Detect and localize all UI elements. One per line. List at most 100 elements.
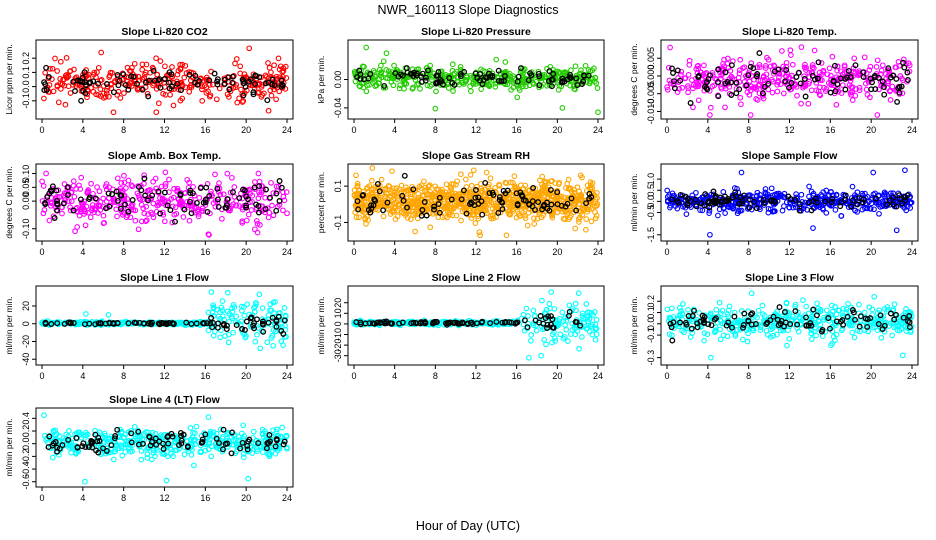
mean-point bbox=[233, 322, 240, 329]
mean-point bbox=[860, 74, 867, 80]
data-point bbox=[798, 191, 805, 198]
mean-point bbox=[82, 90, 89, 97]
data-point bbox=[556, 70, 563, 77]
data-point bbox=[832, 303, 838, 310]
x-tick-label: 16 bbox=[512, 125, 522, 135]
data-point bbox=[46, 217, 53, 224]
data-point bbox=[676, 305, 683, 311]
data-point bbox=[280, 342, 286, 348]
mean-point bbox=[404, 204, 410, 211]
mean-point bbox=[854, 201, 861, 208]
data-point bbox=[251, 309, 258, 315]
mean-point bbox=[374, 181, 381, 187]
data-point bbox=[879, 62, 886, 69]
data-point bbox=[448, 187, 454, 193]
data-point bbox=[73, 74, 80, 81]
mean-point bbox=[384, 199, 391, 206]
data-point bbox=[699, 207, 706, 214]
outlier-point bbox=[559, 105, 566, 111]
mean-point bbox=[146, 77, 153, 84]
y-tick-label: 0.2 bbox=[21, 52, 31, 65]
outlier-point bbox=[667, 44, 673, 51]
mean-point bbox=[273, 318, 280, 325]
data-point bbox=[363, 185, 370, 192]
mean-point bbox=[687, 100, 694, 106]
mean-point bbox=[60, 200, 67, 207]
mean-point bbox=[78, 97, 85, 104]
data-point bbox=[876, 199, 882, 206]
data-point bbox=[586, 199, 593, 206]
mean-point bbox=[122, 201, 129, 208]
mean-point bbox=[483, 74, 490, 81]
data-point bbox=[128, 204, 135, 210]
mean-point bbox=[117, 205, 124, 212]
mean-point bbox=[435, 69, 442, 75]
mean-point bbox=[42, 81, 49, 88]
mean-point bbox=[64, 184, 71, 191]
mean-point bbox=[114, 72, 121, 78]
mean-point bbox=[65, 192, 71, 198]
data-point bbox=[762, 191, 769, 197]
x-tick-label: 16 bbox=[200, 125, 210, 135]
mean-point bbox=[269, 76, 276, 83]
data-point bbox=[878, 67, 885, 74]
mean-point bbox=[167, 207, 174, 214]
data-point bbox=[381, 195, 388, 201]
mean-point bbox=[733, 90, 740, 97]
data-point bbox=[173, 210, 180, 217]
data-point bbox=[407, 216, 414, 223]
mean-point bbox=[550, 71, 557, 77]
data-point bbox=[507, 211, 514, 218]
mean-point bbox=[710, 188, 717, 195]
data-point bbox=[808, 336, 815, 342]
y-tick-label: 0.005 bbox=[646, 47, 656, 70]
data-point bbox=[71, 193, 78, 200]
outlier-point bbox=[577, 172, 584, 179]
mean-point bbox=[904, 192, 911, 199]
data-point bbox=[179, 95, 186, 102]
mean-point bbox=[155, 188, 162, 195]
mean-point bbox=[544, 325, 550, 331]
mean-point bbox=[54, 197, 61, 204]
mean-point bbox=[380, 207, 387, 214]
data-point bbox=[65, 198, 72, 205]
mean-point bbox=[782, 78, 789, 85]
mean-point bbox=[178, 87, 184, 94]
data-point bbox=[468, 88, 474, 94]
mean-point bbox=[129, 197, 136, 203]
outlier-point bbox=[255, 170, 262, 177]
data-point bbox=[394, 213, 401, 220]
mean-point bbox=[109, 191, 116, 198]
data-point bbox=[790, 321, 797, 328]
data-point bbox=[184, 176, 191, 183]
x-tick-label: 0 bbox=[351, 247, 356, 257]
data-point bbox=[270, 190, 277, 196]
data-point bbox=[793, 191, 799, 197]
data-point bbox=[839, 82, 846, 88]
data-point bbox=[454, 178, 460, 185]
data-point bbox=[690, 104, 696, 111]
data-point bbox=[243, 187, 250, 194]
data-point bbox=[103, 198, 110, 205]
data-point bbox=[780, 63, 787, 70]
data-point bbox=[172, 204, 179, 211]
data-point bbox=[693, 79, 700, 85]
mean-point bbox=[187, 198, 193, 205]
data-point bbox=[552, 338, 559, 344]
data-point bbox=[823, 86, 830, 92]
data-point bbox=[706, 207, 713, 214]
data-point bbox=[40, 210, 47, 217]
mean-point bbox=[670, 70, 676, 76]
mean-point bbox=[214, 185, 221, 192]
mean-point bbox=[425, 67, 431, 74]
outlier-point bbox=[83, 311, 89, 317]
data-point bbox=[457, 64, 464, 70]
mean-point bbox=[675, 199, 682, 206]
mean-point bbox=[753, 73, 760, 80]
figure-x-axis-label: Hour of Day (UTC) bbox=[416, 519, 520, 533]
data-point bbox=[753, 96, 759, 102]
data-point bbox=[232, 60, 238, 67]
outlier-point bbox=[595, 109, 601, 116]
data-point bbox=[765, 331, 771, 338]
